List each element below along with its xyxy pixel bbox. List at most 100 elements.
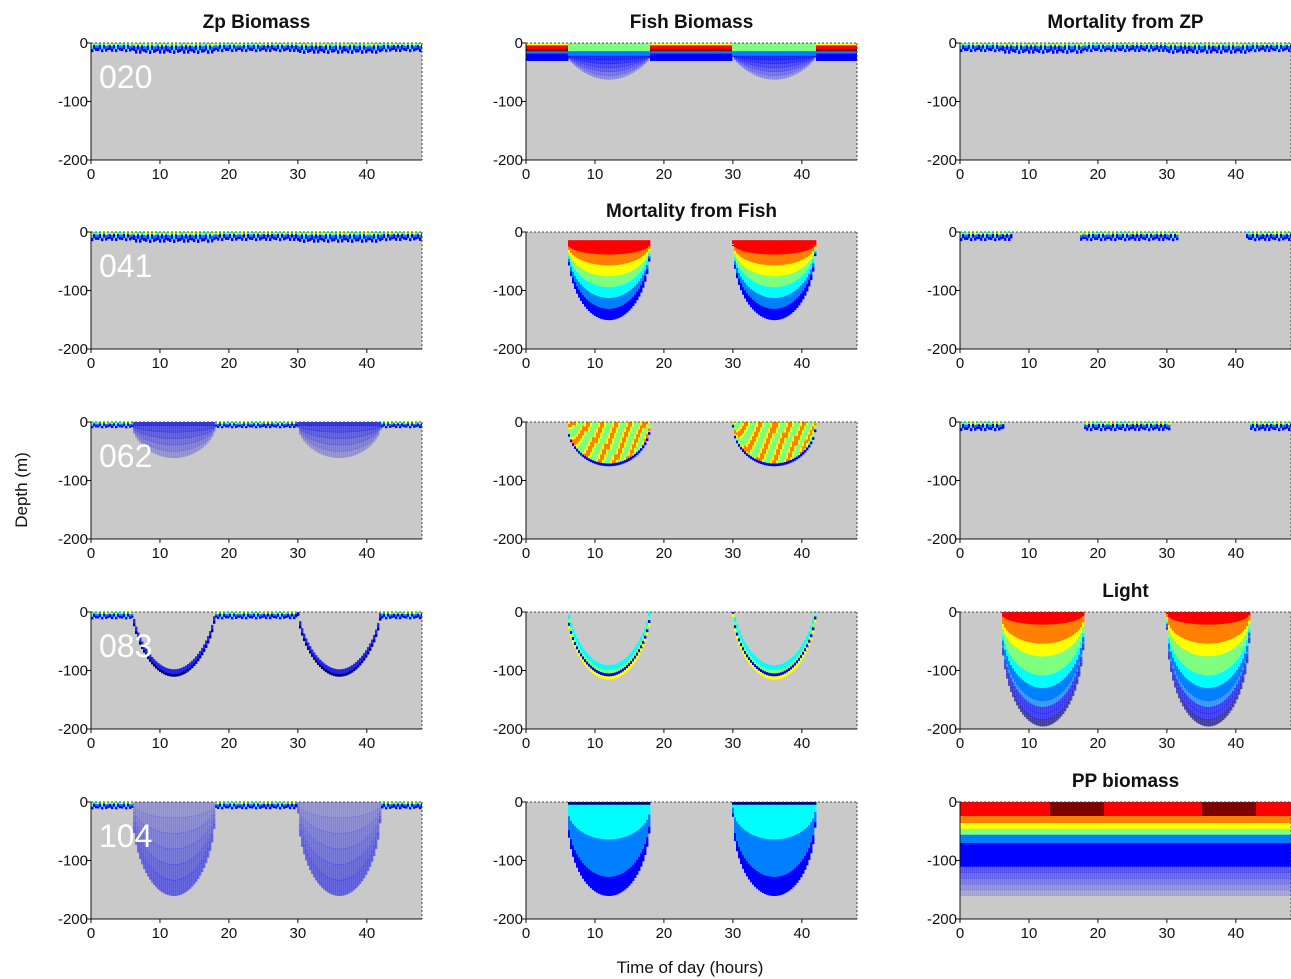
heatmap-cell [1120,237,1123,241]
heatmap-cell [157,425,160,432]
heatmap-cell [235,422,238,425]
heatmap-cell [379,49,382,53]
heatmap-cell [171,451,174,459]
heatmap-cell [762,74,765,79]
heatmap-cell [357,422,360,426]
heatmap-cell [812,46,815,52]
heatmap-cell [640,274,643,279]
heatmap-cell [754,240,757,245]
heatmap-cell [1256,46,1259,49]
heatmap-cell [658,48,661,52]
heatmap-cell [636,291,639,297]
heatmap-cell [1108,232,1111,235]
heatmap-cell [762,290,765,297]
heatmap-cell [291,46,294,49]
heatmap-cell [1270,232,1273,235]
heatmap-cell [245,238,248,242]
heatmap-cell [249,232,252,235]
heatmap-cell [307,437,310,442]
heatmap-cell [413,48,416,52]
heatmap-cell [590,51,593,57]
x-tick-label: 30 [725,355,742,372]
heatmap-cell [568,243,571,246]
heatmap-cell [389,232,392,236]
heatmap-cell [325,437,328,444]
heatmap-cell [281,422,284,424]
heatmap-cell [748,69,751,73]
heatmap-cell [820,53,823,61]
heatmap-cell [978,45,981,48]
heatmap-cell [606,55,609,61]
heatmap-cell [744,282,747,287]
heatmap-cell [1088,235,1091,238]
heatmap-cell [584,243,587,249]
heatmap-cell [349,236,352,239]
heatmap-cell [768,254,771,261]
heatmap-cell [417,236,420,239]
heatmap-cell [333,422,336,426]
heatmap-cell [309,434,312,439]
heatmap-cell [125,232,128,236]
heatmap-cell [267,235,270,238]
heatmap-cell [163,50,166,54]
heatmap-cell [291,424,294,426]
heatmap-cell [688,48,691,52]
y-tick-label: -100 [58,94,88,111]
heatmap-cell [832,51,835,54]
heatmap-cell [738,269,741,274]
heatmap-cell [636,259,639,265]
heatmap-cell [764,286,767,292]
heatmap-cell [1014,43,1017,47]
x-tick-label: 20 [656,166,673,183]
heatmap-cell [251,422,254,425]
heatmap-cell [1042,46,1045,51]
heatmap-cell [606,281,609,288]
heatmap-cell [1270,47,1273,50]
heatmap-cell [291,232,294,235]
heatmap-cell [748,51,751,57]
heatmap-cell [634,269,637,274]
heatmap-field [91,422,422,459]
heatmap-cell [770,303,773,310]
heatmap-cell [628,71,631,75]
heatmap-cell [307,235,310,239]
heatmap-cell [411,46,414,49]
heatmap-cell [1268,46,1271,50]
heatmap-cell [800,252,803,257]
heatmap-cell [243,44,246,48]
heatmap-cell [147,430,150,436]
heatmap-cell [770,276,773,283]
heatmap-cell [293,237,296,241]
heatmap-cell [554,45,557,50]
heatmap-cell [794,61,797,66]
heatmap-cell [339,431,342,439]
heatmap-cell [612,254,615,261]
heatmap-cell [217,43,220,47]
heatmap-cell [181,444,184,452]
heatmap-cell [109,47,112,50]
heatmap-cell [363,430,366,436]
heatmap-cell [131,47,134,51]
heatmap-cell [245,235,248,239]
heatmap-cell [233,44,236,48]
heatmap-cell [586,294,589,300]
heatmap-cell [758,279,761,285]
heatmap-cell [297,426,300,428]
heatmap-cell [255,46,258,50]
heatmap-cell [628,267,631,273]
heatmap-cell [784,290,787,297]
heatmap-cell [984,46,987,50]
heatmap-cell [197,440,200,446]
heatmap-cell [1264,237,1267,241]
heatmap-cell [576,63,579,66]
heatmap-cell [1012,45,1015,50]
heatmap-cell [207,235,210,240]
heatmap-cell [211,238,214,243]
heatmap-cell [141,45,144,49]
heatmap-cell [580,43,583,47]
heatmap-cell [962,45,965,48]
heatmap-cell [1246,43,1249,46]
heatmap-cell [189,43,192,47]
heatmap-cell [606,67,609,72]
heatmap-cell [1008,235,1011,239]
